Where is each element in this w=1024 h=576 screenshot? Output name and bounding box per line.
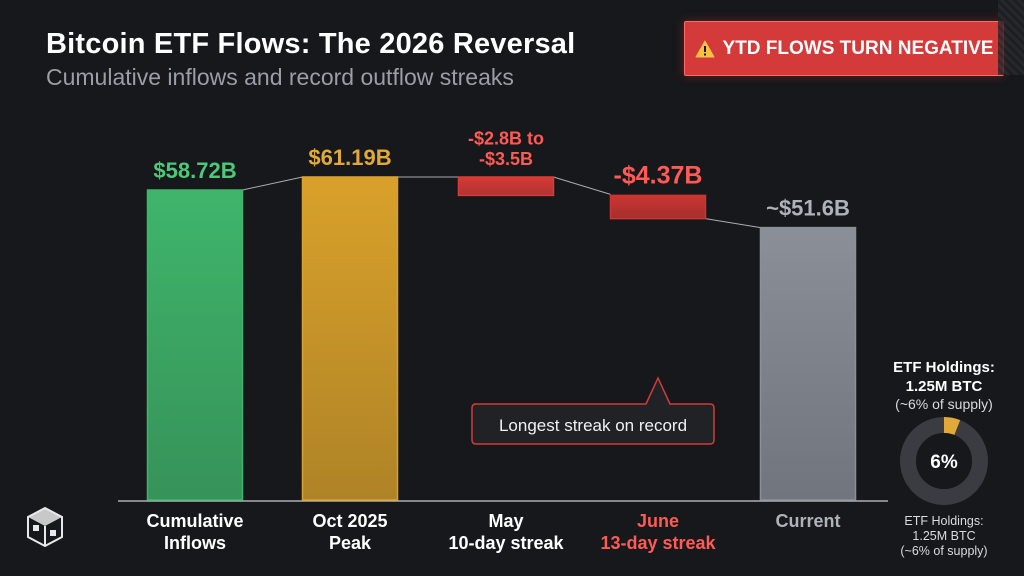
- category-label-4: June: [637, 511, 679, 531]
- bar-5: [759, 226, 857, 501]
- bar-value-label-5: ~$51.6B: [766, 196, 850, 221]
- connector-line-3: [553, 176, 611, 195]
- bar-4: [609, 194, 707, 220]
- holdings-footer: 1.25M BTC: [912, 529, 975, 543]
- chart-subtitle: Cumulative inflows and record outflow st…: [46, 64, 514, 90]
- bar-value-label-3: -$2.8B to: [468, 128, 544, 148]
- bar-1: [146, 189, 244, 501]
- category-label-2: Oct 2025: [312, 511, 387, 531]
- holdings-title: 1.25M BTC: [906, 378, 983, 395]
- ytd-alert-banner: YTD FLOWS TURN NEGATIVE: [684, 21, 1004, 76]
- bar-value-label-2: $61.19B: [308, 145, 391, 170]
- category-label-2: Peak: [329, 533, 372, 553]
- holdings-note: (~6% of supply): [895, 396, 993, 412]
- connector-line-1: [242, 176, 303, 191]
- callout-text: Longest streak on record: [499, 416, 687, 435]
- donut-segment: [943, 417, 961, 436]
- chart-title: Bitcoin ETF Flows: The 2026 Reversal: [46, 28, 576, 60]
- category-label-4: 13-day streak: [600, 533, 716, 553]
- category-label-5: Current: [775, 511, 840, 531]
- corner-pattern: [998, 0, 1024, 75]
- category-label-1: Cumulative: [146, 511, 243, 531]
- category-label-1: Inflows: [164, 533, 226, 553]
- warning-icon: [695, 40, 715, 58]
- donut-percent-label: 6%: [930, 452, 958, 473]
- category-label-3: May: [488, 511, 523, 531]
- bar-value-label-3: -$3.5B: [479, 149, 533, 169]
- donut-hole: [916, 433, 972, 489]
- holdings-footer: (~6% of supply): [900, 544, 987, 558]
- brand-logo-icon: [27, 506, 63, 548]
- bar-2: [301, 176, 399, 501]
- bar-value-label-4: -$4.37B: [614, 161, 703, 189]
- callout-box: [471, 376, 715, 445]
- category-label-3: 10-day streak: [448, 533, 564, 553]
- bar-value-label-1: $58.72B: [153, 158, 236, 183]
- holdings-footer: ETF Holdings:: [904, 514, 983, 528]
- alert-label: YTD FLOWS TURN NEGATIVE: [722, 37, 994, 59]
- connector-line-4: [705, 218, 761, 229]
- holdings-title: ETF Holdings:: [893, 359, 995, 376]
- bar-3: [457, 176, 555, 197]
